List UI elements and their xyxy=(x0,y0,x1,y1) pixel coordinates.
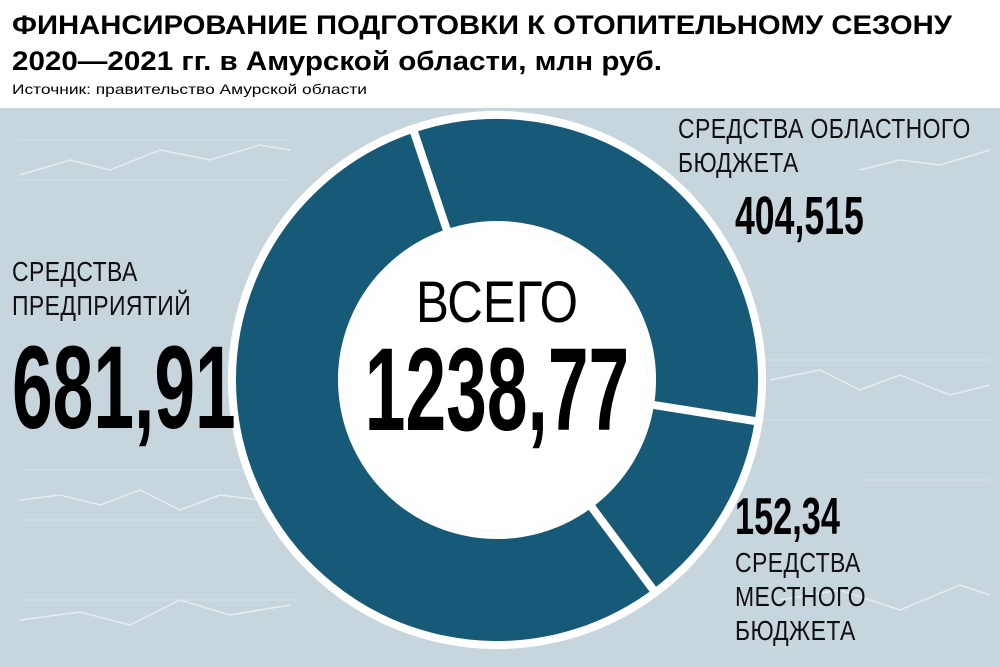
slice xyxy=(228,124,660,649)
decoration xyxy=(19,139,991,626)
category-label: СРЕДСТВА ОБЛАСТНОГО БЮДЖЕТА xyxy=(678,113,971,178)
value-label: 681,91 xyxy=(12,321,236,453)
slice xyxy=(408,111,766,426)
value-label: 152,34 xyxy=(735,488,840,546)
value-label: 404,515 xyxy=(735,186,864,246)
title: 2020—2021 гг. в Амурской области, млн ру… xyxy=(12,46,662,76)
category-label: СРЕДСТВА ПРЕДПРИЯТИЙ xyxy=(12,256,192,321)
total: 1238,77 xyxy=(365,323,629,455)
title: ФИНАНСИРОВАНИЕ ПОДГОТОВКИ К ОТОПИТЕЛЬНОМ… xyxy=(12,10,953,40)
donut xyxy=(228,111,766,649)
center-label: ВСЕГО xyxy=(416,270,578,335)
category-label: СРЕДСТВА МЕСТНОГО БЮДЖЕТА xyxy=(735,547,867,646)
donut-hole xyxy=(346,229,648,531)
source: Источник: правительство Амурской области xyxy=(12,81,367,97)
